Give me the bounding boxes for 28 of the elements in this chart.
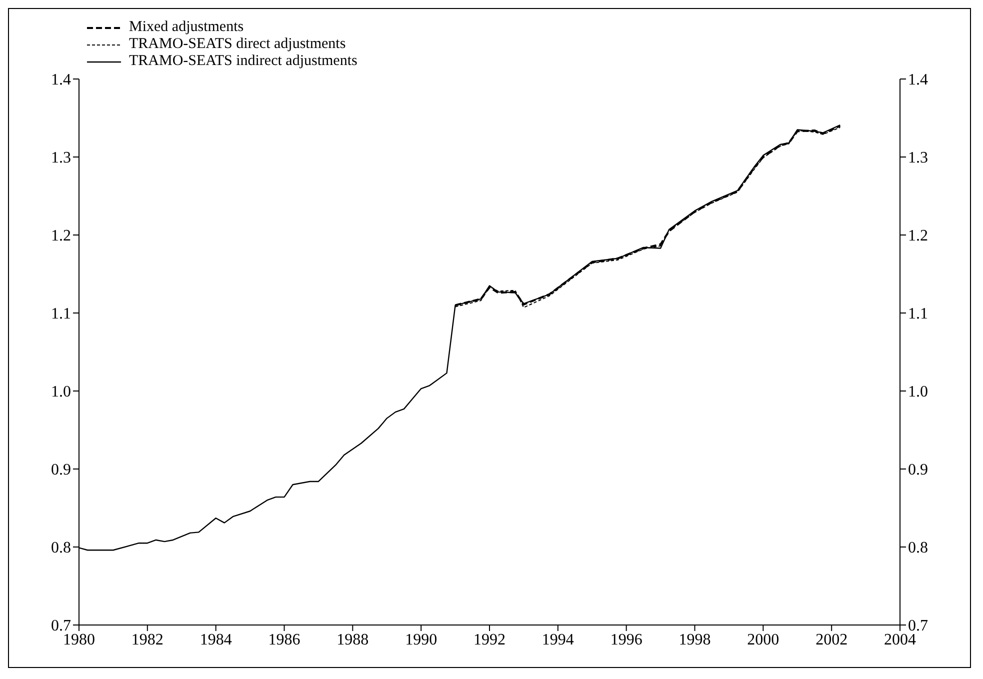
x-tick-label: 1984 xyxy=(200,631,232,648)
y-tick-label: 1.3 xyxy=(51,150,71,167)
y2-tick-label: 1.4 xyxy=(908,72,928,89)
x-tick-label: 2000 xyxy=(747,631,780,648)
x-tick-label: 1982 xyxy=(131,631,164,648)
x-tick-label: 1990 xyxy=(405,631,438,648)
legend-label: TRAMO-SEATS indirect adjustments xyxy=(129,53,358,70)
legend-label: TRAMO-SEATS direct adjustments xyxy=(129,36,346,53)
x-tick-label: 2002 xyxy=(816,631,848,648)
y2-tick-label: 1.1 xyxy=(908,306,928,323)
x-tick-label: 1996 xyxy=(610,631,642,648)
x-tick-label: 1992 xyxy=(474,631,506,648)
x-tick-label: 1998 xyxy=(678,631,711,648)
legend-label: Mixed adjustments xyxy=(129,19,244,36)
y2-tick-label: 0.8 xyxy=(908,540,928,557)
y2-tick-label: 1.2 xyxy=(908,228,928,245)
x-tick-label: 1994 xyxy=(542,631,574,648)
y-tick-label: 1.1 xyxy=(51,306,71,323)
y2-tick-label: 1.3 xyxy=(908,150,928,167)
x-tick-label: 1988 xyxy=(336,631,369,648)
y-tick-label: 1.0 xyxy=(51,384,71,401)
y-tick-label: 0.8 xyxy=(51,540,71,557)
y-tick-label: 1.2 xyxy=(51,228,71,245)
x-tick-label: 1986 xyxy=(268,631,300,648)
y-tick-label: 0.9 xyxy=(51,462,71,479)
y-tick-label: 1.4 xyxy=(51,72,71,89)
y2-tick-label: 0.9 xyxy=(908,462,928,479)
y2-tick-label: 1.0 xyxy=(908,384,928,401)
